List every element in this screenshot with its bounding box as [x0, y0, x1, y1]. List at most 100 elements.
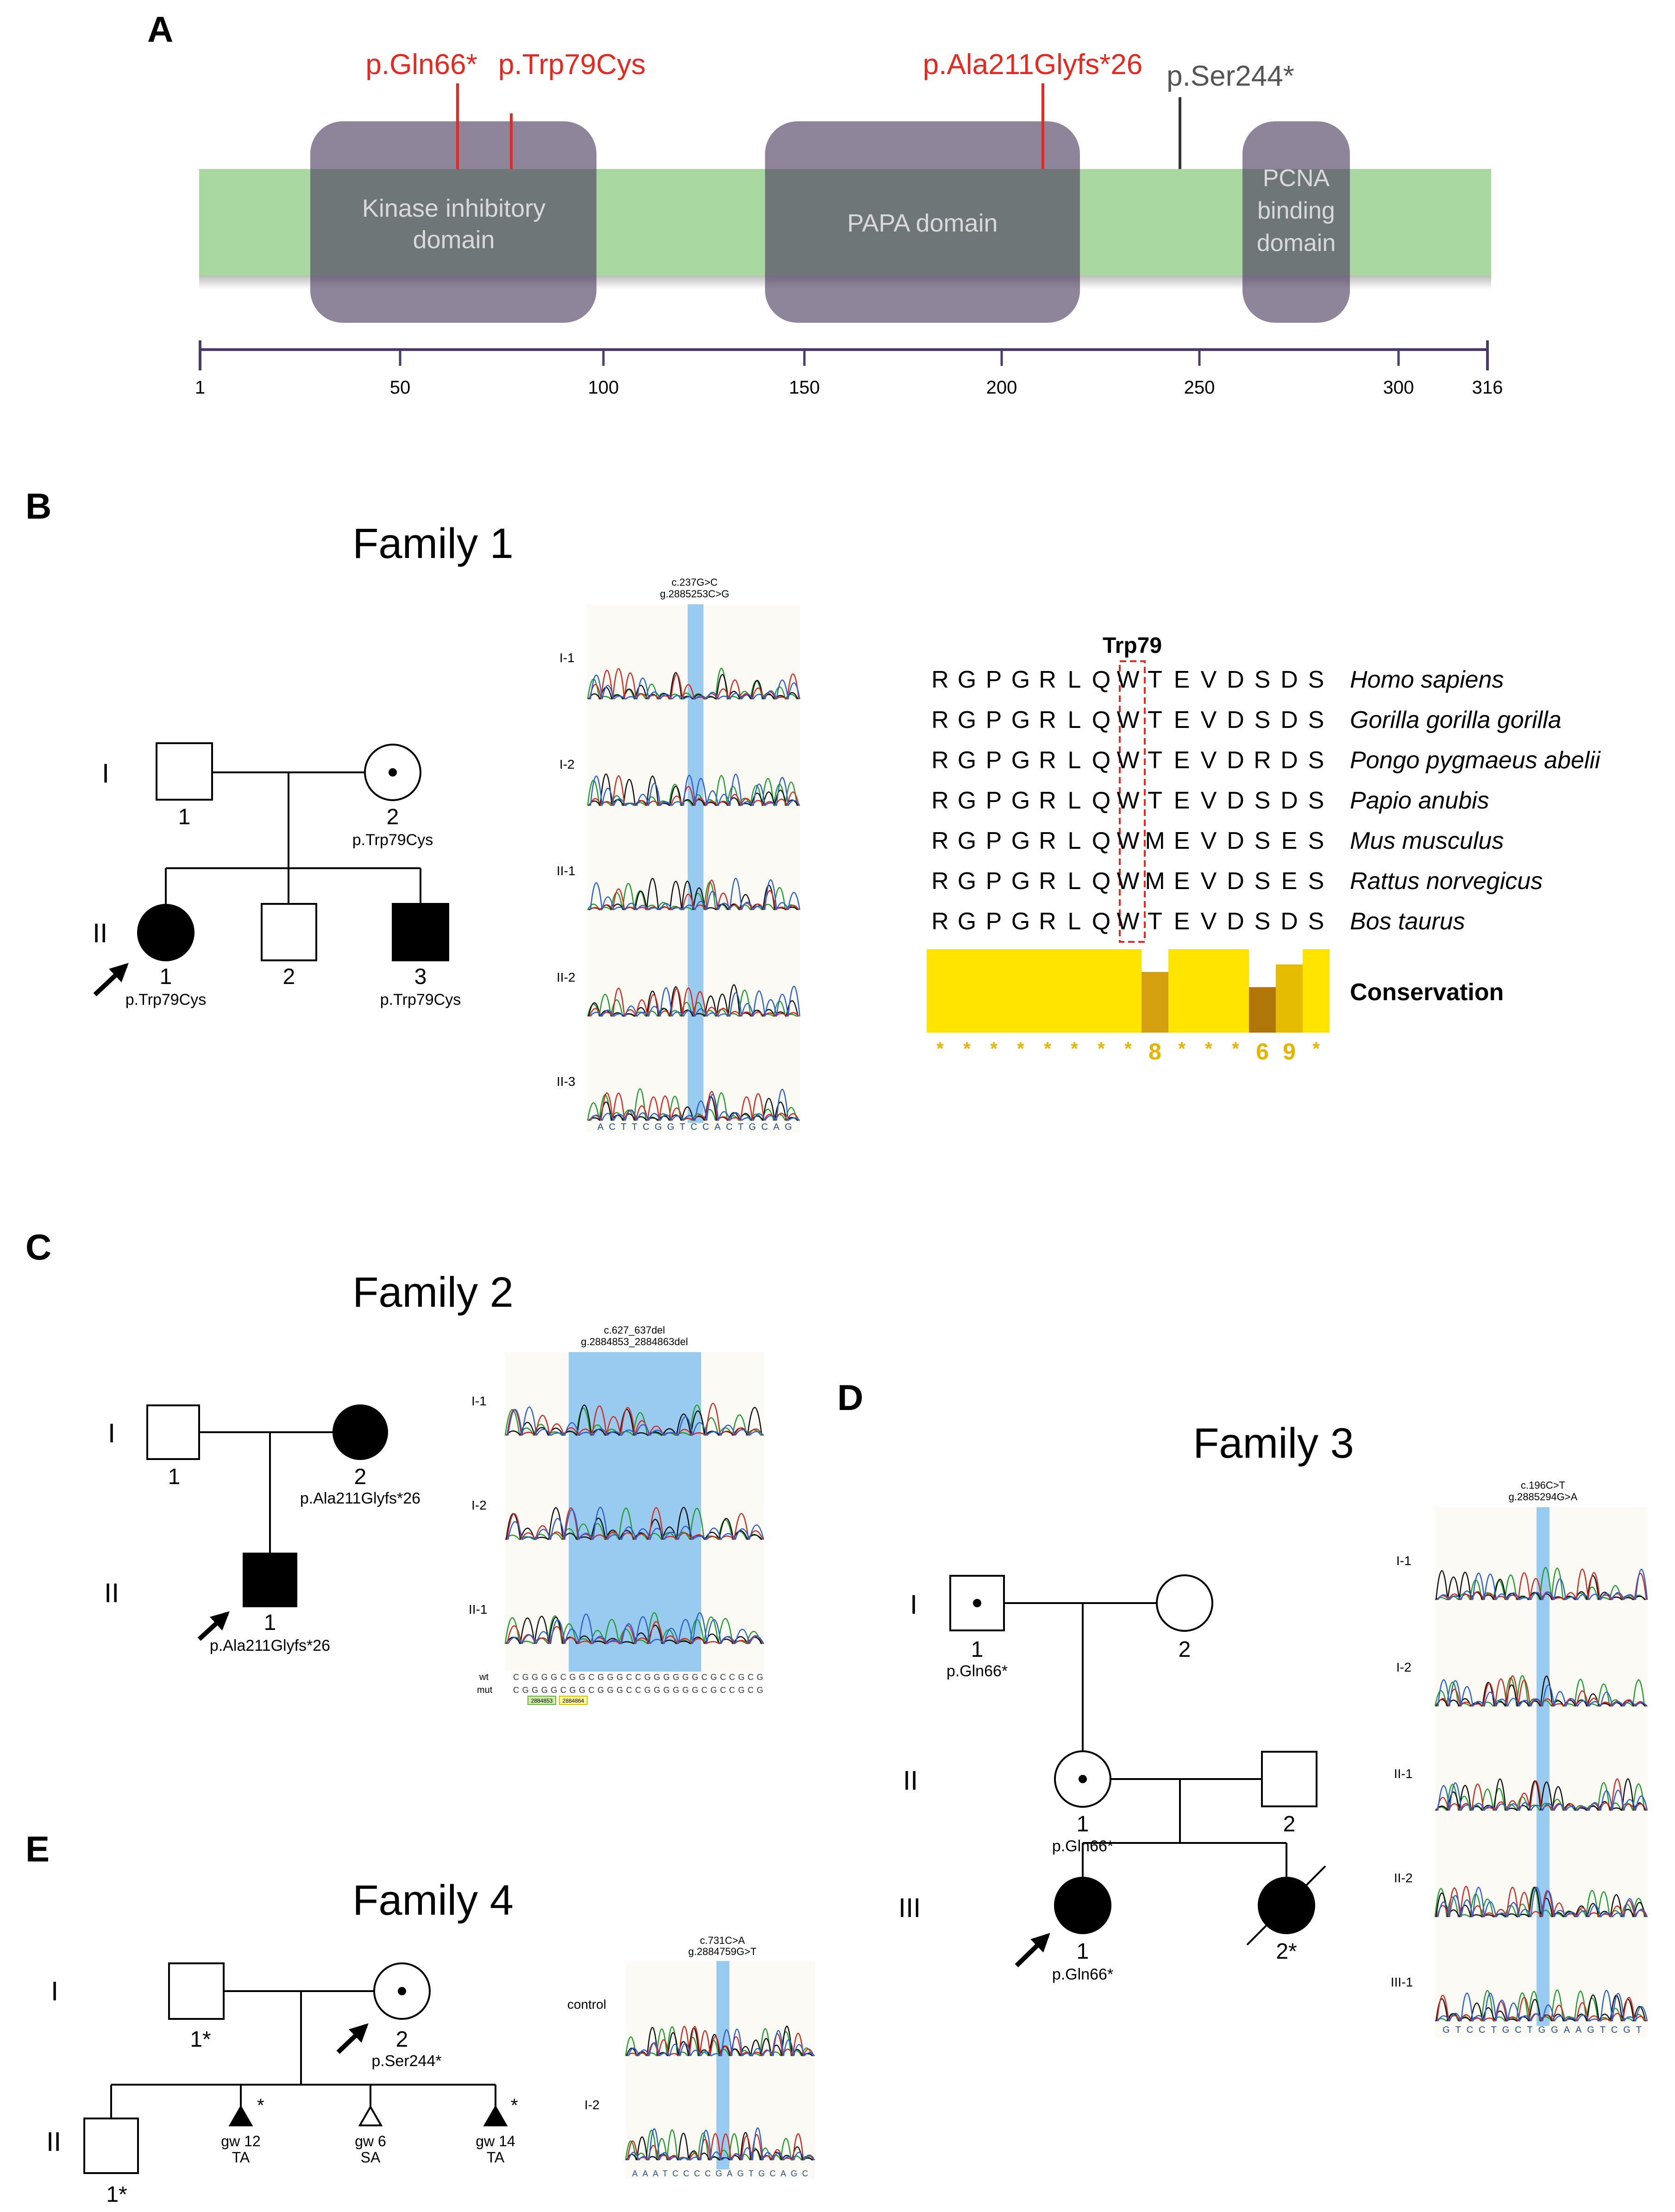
gen-label-II-family-3: II	[903, 1766, 918, 1796]
trp79-highlight-box	[1119, 660, 1146, 943]
chrom3-row-I1: I-1	[1396, 1554, 1412, 1568]
conservation-bar	[1061, 949, 1088, 1033]
chrom3-row-II2: II-2	[1394, 1871, 1412, 1885]
alignment-residue: M	[1145, 827, 1165, 854]
pedigree-1-I1-male	[156, 742, 213, 801]
alignment-residue: D	[1227, 787, 1244, 814]
species-name: Papio anubis	[1350, 787, 1489, 814]
alignment-residue: G	[958, 707, 976, 733]
proband-arrow-family-1	[93, 963, 129, 996]
alignment-residue: Q	[1092, 666, 1110, 693]
conservation-score: *	[1312, 1039, 1320, 1059]
alignment-residue: D	[1227, 827, 1244, 854]
chrom2-row-I2: I-2	[471, 1498, 487, 1512]
kinase-domain-label-line1: Kinase inhibitory	[362, 194, 546, 222]
pedigree-4-II4-affected-pregnancy-loss	[483, 2105, 508, 2126]
family-4-title: Family 4	[352, 1877, 514, 1924]
ind-II3-b-f4: SA	[361, 2149, 381, 2166]
alignment-residue: P	[986, 827, 1002, 854]
chrom2-row-I1: I-1	[471, 1394, 487, 1408]
chromatogram-family-1: c.237G>C g.2885253C>G I-1 I-2 II-1 II-2 …	[557, 576, 801, 1132]
alignment-residue: V	[1201, 666, 1217, 693]
axis-tick-200: 200	[986, 377, 1017, 398]
conservation-bar	[1115, 949, 1142, 1033]
variant-label-ser244: p.Ser244*	[1167, 60, 1294, 92]
alignment-residue: V	[1201, 707, 1217, 733]
pedigree-1-II2-male	[261, 903, 317, 961]
ind-I2-f1: 2	[387, 805, 399, 829]
kinase-domain-label-line2: domain	[413, 226, 495, 254]
ind-I2-f3: 2	[1179, 1637, 1191, 1662]
alignment-row: R G P G R L Q W T E V D R D S Pongo pygmaeus abelii	[931, 747, 1601, 774]
ind-II1-f3: 1	[1077, 1812, 1089, 1836]
pedigree-4-II2-affected-pregnancy-loss	[228, 2105, 253, 2126]
family-2-title: Family 2	[352, 1269, 514, 1316]
alignment-residue: V	[1201, 747, 1217, 774]
ind-I2-variant-f2: p.Ala211Glyfs*26	[300, 1490, 420, 1507]
alignment-residue: S	[1308, 908, 1324, 935]
species-name: Bos taurus	[1350, 908, 1465, 935]
pedigree-3-III1-affected-female	[1054, 1877, 1111, 1934]
chrom2-mut-label: mut	[477, 1685, 493, 1695]
pedigree-1-II3-affected-male	[392, 903, 449, 961]
conservation-score: 9	[1283, 1039, 1296, 1065]
alignment-residue: W	[1117, 707, 1139, 733]
species-name: Rattus norvegicus	[1350, 868, 1543, 895]
chrom2-row-II1: II-1	[469, 1602, 487, 1617]
alignment-residue: V	[1201, 827, 1217, 854]
chrom3-row-III1: III-1	[1391, 1975, 1413, 1989]
conservation-label: Conservation	[1350, 979, 1504, 1006]
proband-arrow-family-4	[336, 2023, 369, 2054]
alignment-residue: R	[1039, 787, 1056, 814]
ind-II1-variant-f3: p.Gln66*	[1052, 1837, 1113, 1855]
alignment-residue: R	[931, 747, 949, 774]
chrom1-row-I2: I-2	[559, 757, 575, 771]
pcna-domain-label-line2: binding	[1257, 197, 1335, 224]
ind-II1-f1: 1	[160, 965, 172, 989]
ind-II3-f1: 3	[414, 965, 427, 989]
papa-domain	[765, 121, 1080, 323]
chrom2-wt-seq: CGGGGCGGCGGGCCGGGGGGCGCCGCG	[513, 1673, 763, 1682]
axis-tick-150: 150	[789, 377, 820, 398]
chrom3-row-I2: I-2	[1396, 1660, 1412, 1674]
species-name: Pongo pygmaeus abelii	[1350, 747, 1601, 774]
chromatogram-trace	[588, 672, 799, 700]
chrom2-title1: c.627_637del	[604, 1324, 665, 1336]
ind-II4-star-f4: *	[511, 2095, 518, 2116]
ind-II1-variant-f2: p.Ala211Glyfs*26	[210, 1637, 330, 1654]
alignment-residue: L	[1068, 707, 1081, 733]
alignment-residue: W	[1117, 747, 1139, 774]
alignment-residue: G	[958, 868, 976, 895]
conservation-score: *	[1071, 1039, 1078, 1059]
alignment-residue: D	[1227, 666, 1244, 693]
alignment-residue: R	[1039, 827, 1056, 854]
alignment-residue: Q	[1092, 868, 1110, 895]
ind-III1-variant-f3: p.Gln66*	[1052, 1966, 1113, 1983]
alignment-residue: S	[1308, 868, 1324, 895]
alignment-residue: S	[1308, 707, 1324, 733]
alignment-row: R G P G R L Q W T E V D S D S Bos taurus	[931, 908, 1465, 935]
chrom4-row-I2: I-2	[584, 2098, 600, 2112]
proband-arrow-family-2	[197, 1611, 230, 1641]
chrom2-box1: 2884853	[531, 1698, 553, 1704]
alignment-residue: G	[958, 827, 976, 854]
alignment-residue: D	[1280, 707, 1298, 733]
chromatogram-trace	[590, 773, 801, 806]
species-name: Mus musculus	[1350, 827, 1504, 854]
pedigree-family-2	[146, 1404, 388, 1641]
alignment-residue: S	[1255, 908, 1271, 935]
alignment-residue: D	[1227, 908, 1244, 935]
conservation-score: *	[1205, 1039, 1212, 1059]
conservation-score: 8	[1148, 1039, 1161, 1065]
ind-I2-variant-f1: p.Trp79Cys	[352, 831, 433, 849]
ind-I2-variant-f4: p.Ser244*	[371, 2052, 441, 2070]
conservation-bar	[927, 949, 954, 1033]
alignment-residue: L	[1068, 868, 1081, 895]
gen-label-II-family-4: II	[46, 2127, 61, 2157]
chromatogram-trace	[590, 985, 801, 1017]
ind-II1-variant-f1: p.Trp79Cys	[125, 991, 206, 1009]
panel-e: E Family 4 I II 1* 2 p.Ser244* 1* * * gw…	[25, 1829, 816, 2207]
panel-a-label: A	[147, 9, 173, 50]
alignment-residue: R	[931, 827, 949, 854]
